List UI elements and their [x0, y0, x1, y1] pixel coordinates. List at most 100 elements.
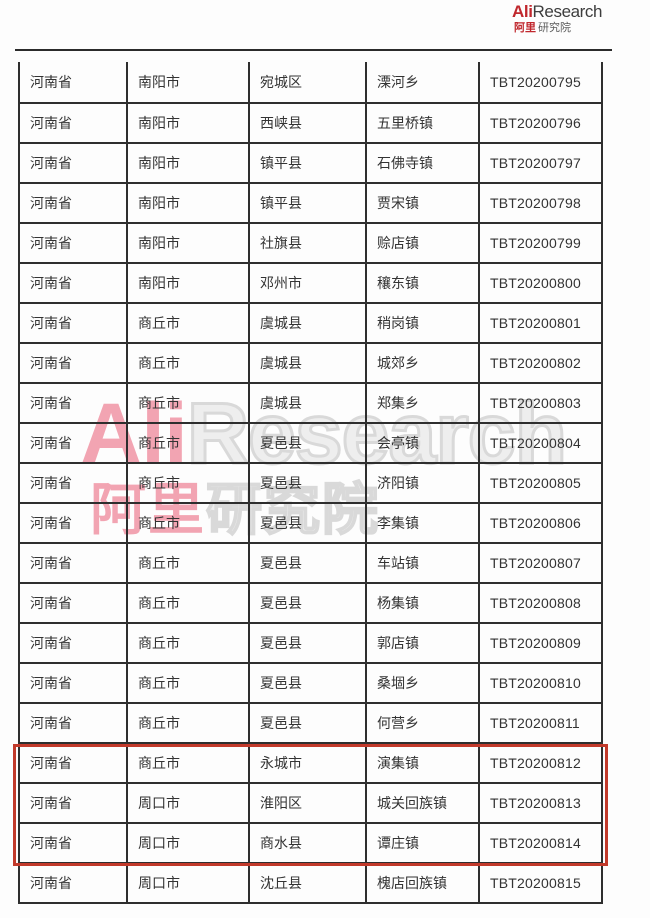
cell-code: TBT20200809	[480, 624, 603, 662]
cell-county: 沈丘县	[250, 864, 367, 902]
cell-county: 虞城县	[250, 384, 367, 422]
cell-town: 济阳镇	[367, 464, 480, 502]
cell-province: 河南省	[20, 544, 128, 582]
cell-town: 演集镇	[367, 744, 480, 782]
cell-code: TBT20200804	[480, 424, 603, 462]
cell-city: 南阳市	[128, 224, 250, 262]
cell-city: 商丘市	[128, 424, 250, 462]
cell-province: 河南省	[20, 824, 128, 862]
cell-code: TBT20200802	[480, 344, 603, 382]
cell-province: 河南省	[20, 62, 128, 102]
logo-ali-text: Ali	[512, 2, 533, 21]
cell-city: 南阳市	[128, 144, 250, 182]
cell-code: TBT20200798	[480, 184, 603, 222]
cell-county: 西峡县	[250, 104, 367, 142]
cell-code: TBT20200801	[480, 304, 603, 342]
cell-code: TBT20200810	[480, 664, 603, 702]
cell-town: 城关回族镇	[367, 784, 480, 822]
cell-county: 镇平县	[250, 184, 367, 222]
cell-town: 溧河乡	[367, 62, 480, 102]
table-row: 河南省 商丘市 夏邑县 桑堌乡 TBT20200810	[20, 664, 603, 704]
cell-city: 商丘市	[128, 584, 250, 622]
cell-code: TBT20200813	[480, 784, 603, 822]
cell-town: 城郊乡	[367, 344, 480, 382]
cell-code: TBT20200797	[480, 144, 603, 182]
logo-research-text: Research	[532, 2, 603, 21]
cell-province: 河南省	[20, 784, 128, 822]
table-row: 河南省 南阳市 镇平县 贾宋镇 TBT20200798	[20, 184, 603, 224]
cell-county: 商水县	[250, 824, 367, 862]
cell-province: 河南省	[20, 864, 128, 902]
cell-county: 夏邑县	[250, 584, 367, 622]
table-row: 河南省 商丘市 夏邑县 何营乡 TBT20200811	[20, 704, 603, 744]
cell-city: 商丘市	[128, 344, 250, 382]
cell-province: 河南省	[20, 384, 128, 422]
cell-province: 河南省	[20, 664, 128, 702]
cell-town: 何营乡	[367, 704, 480, 742]
cell-province: 河南省	[20, 104, 128, 142]
table-row: 河南省 商丘市 夏邑县 车站镇 TBT20200807	[20, 544, 603, 584]
cell-town: 郭店镇	[367, 624, 480, 662]
cell-city: 商丘市	[128, 744, 250, 782]
cell-province: 河南省	[20, 704, 128, 742]
cell-county: 夏邑县	[250, 504, 367, 542]
cell-town: 赊店镇	[367, 224, 480, 262]
cell-town: 五里桥镇	[367, 104, 480, 142]
cell-code: TBT20200795	[480, 62, 603, 102]
cell-town: 李集镇	[367, 504, 480, 542]
cell-county: 夏邑县	[250, 704, 367, 742]
logo-chinese: 阿里 研究院	[514, 23, 602, 34]
table-row: 河南省 商丘市 虞城县 郑集乡 TBT20200803	[20, 384, 603, 424]
cell-province: 河南省	[20, 744, 128, 782]
cell-code: TBT20200799	[480, 224, 603, 262]
cell-county: 邓州市	[250, 264, 367, 302]
cell-city: 南阳市	[128, 264, 250, 302]
cell-town: 贾宋镇	[367, 184, 480, 222]
table-row-highlighted: 河南省 周口市 沈丘县 槐店回族镇 TBT20200815	[20, 864, 603, 904]
table-row: 河南省 商丘市 夏邑县 济阳镇 TBT20200805	[20, 464, 603, 504]
ali-research-logo: AliResearch 阿里 研究院	[512, 3, 602, 34]
table-row-highlighted: 河南省 周口市 商水县 谭庄镇 TBT20200814	[20, 824, 603, 864]
cell-province: 河南省	[20, 624, 128, 662]
cell-town: 车站镇	[367, 544, 480, 582]
cell-province: 河南省	[20, 184, 128, 222]
cell-town: 会亭镇	[367, 424, 480, 462]
cell-city: 商丘市	[128, 544, 250, 582]
table-row: 河南省 商丘市 夏邑县 杨集镇 TBT20200808	[20, 584, 603, 624]
cell-county: 夏邑县	[250, 624, 367, 662]
cell-province: 河南省	[20, 304, 128, 342]
cell-city: 商丘市	[128, 384, 250, 422]
table-row-highlighted: 河南省 周口市 淮阳区 城关回族镇 TBT20200813	[20, 784, 603, 824]
cell-county: 虞城县	[250, 344, 367, 382]
table-row: 河南省 南阳市 西峡县 五里桥镇 TBT20200796	[20, 104, 603, 144]
cell-county: 镇平县	[250, 144, 367, 182]
cell-city: 南阳市	[128, 104, 250, 142]
cell-county: 永城市	[250, 744, 367, 782]
cell-code: TBT20200811	[480, 704, 603, 742]
cell-town: 谭庄镇	[367, 824, 480, 862]
cell-code: TBT20200796	[480, 104, 603, 142]
cell-city: 南阳市	[128, 184, 250, 222]
cell-county: 夏邑县	[250, 664, 367, 702]
cell-province: 河南省	[20, 584, 128, 622]
cell-city: 周口市	[128, 784, 250, 822]
header-divider	[15, 49, 612, 51]
table-row: 河南省 商丘市 夏邑县 会亭镇 TBT20200804	[20, 424, 603, 464]
cell-city: 商丘市	[128, 504, 250, 542]
table-row: 河南省 商丘市 虞城县 稍岗镇 TBT20200801	[20, 304, 603, 344]
cell-town: 稍岗镇	[367, 304, 480, 342]
cell-code: TBT20200800	[480, 264, 603, 302]
logo-wordmark: AliResearch	[512, 3, 602, 20]
table-row: 河南省 南阳市 邓州市 穰东镇 TBT20200800	[20, 264, 603, 304]
cell-county: 社旗县	[250, 224, 367, 262]
cell-town: 杨集镇	[367, 584, 480, 622]
cell-code: TBT20200803	[480, 384, 603, 422]
cell-county: 虞城县	[250, 304, 367, 342]
region-table: 河南省 南阳市 宛城区 溧河乡 TBT20200795 河南省 南阳市 西峡县 五里桥镇 TBT2…	[18, 62, 603, 904]
cell-city: 商丘市	[128, 704, 250, 742]
cell-town: 槐店回族镇	[367, 864, 480, 902]
cell-city: 商丘市	[128, 464, 250, 502]
cell-city: 周口市	[128, 824, 250, 862]
cell-county: 夏邑县	[250, 424, 367, 462]
cell-town: 郑集乡	[367, 384, 480, 422]
